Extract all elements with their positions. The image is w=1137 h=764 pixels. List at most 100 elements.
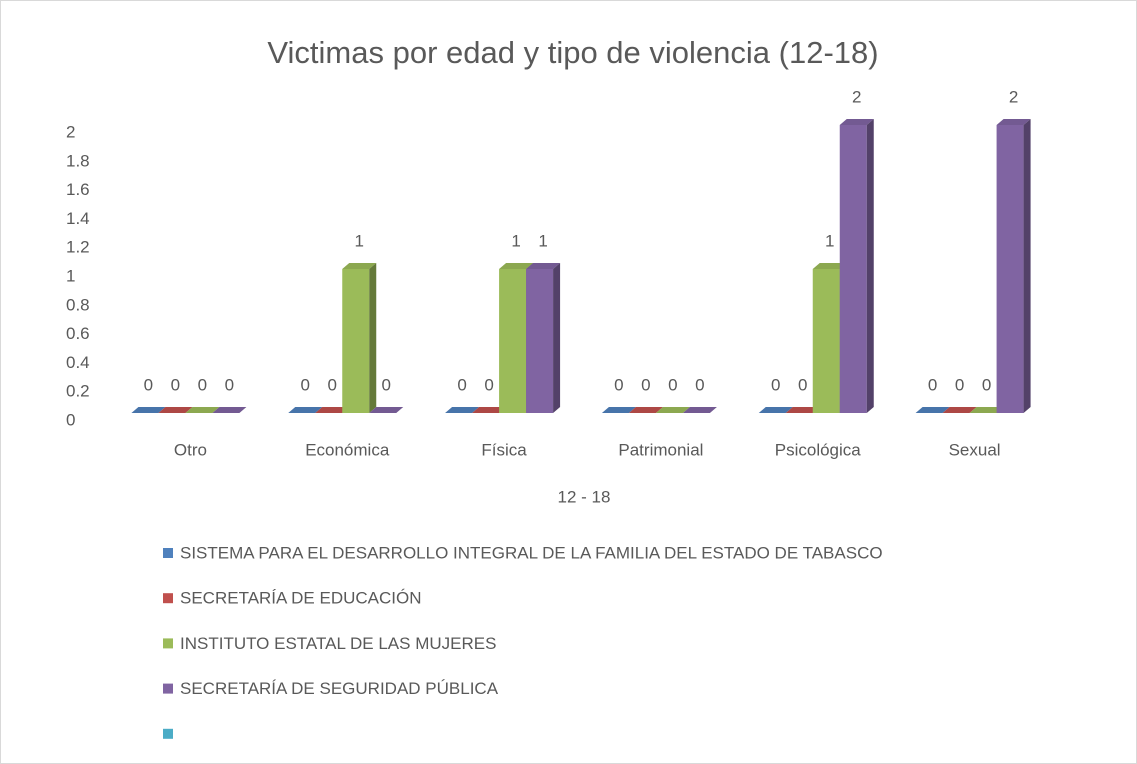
x-tick-label: Sexual [949, 440, 1001, 459]
bar [996, 119, 1031, 413]
bar [131, 407, 166, 413]
data-label: 1 [538, 231, 547, 250]
data-label: 1 [825, 231, 834, 250]
bar [342, 263, 377, 413]
x-tick-label: Patrimonial [618, 440, 703, 459]
bar-top [942, 407, 977, 413]
bar-top [185, 407, 220, 413]
bar [655, 407, 690, 413]
bar-top [499, 263, 534, 269]
bar-top [996, 119, 1031, 125]
bar-top [915, 407, 950, 413]
data-label: 0 [144, 375, 153, 394]
bar [369, 407, 404, 413]
data-label: 0 [171, 375, 180, 394]
bar [601, 407, 636, 413]
x-tick-label: Económica [305, 440, 390, 459]
bar-top [315, 407, 350, 413]
y-tick-label: 1.6 [66, 180, 90, 199]
bar-top [472, 407, 507, 413]
bar [288, 407, 323, 413]
bar [785, 407, 820, 413]
bar-top [131, 407, 166, 413]
data-label: 0 [641, 375, 650, 394]
data-label: 0 [225, 375, 234, 394]
x-tick-label: Psicológica [775, 440, 862, 459]
legend-swatch [163, 593, 173, 604]
bar [212, 407, 247, 413]
bar [942, 407, 977, 413]
bar-front [996, 125, 1024, 413]
data-label: 0 [614, 375, 623, 394]
data-label: 1 [355, 231, 364, 250]
data-label: 0 [484, 375, 493, 394]
x-tick-label: Otro [174, 440, 207, 459]
x-tick-label: Física [481, 440, 527, 459]
bar [628, 407, 663, 413]
bar-side [1023, 119, 1031, 413]
bar-top [212, 407, 247, 413]
data-label: 0 [982, 375, 991, 394]
x-axis-label: 12 - 18 [558, 487, 611, 506]
bar-top [758, 407, 793, 413]
data-label: 0 [457, 375, 466, 394]
data-label: 0 [798, 375, 807, 394]
bar-front [812, 269, 840, 413]
y-tick-label: 0.8 [66, 295, 90, 314]
y-tick-label: 1.2 [66, 238, 90, 257]
legend-label: SECRETARÍA DE SEGURIDAD PÚBLICA [180, 679, 499, 698]
data-label: 0 [771, 375, 780, 394]
y-tick-label: 0.2 [66, 382, 90, 401]
bar-top [601, 407, 636, 413]
y-tick-label: 1 [66, 266, 75, 285]
legend-swatch [163, 683, 173, 694]
data-label: 0 [301, 375, 310, 394]
legend-swatch [163, 728, 173, 739]
data-label: 0 [668, 375, 677, 394]
y-tick-label: 0.6 [66, 324, 90, 343]
data-label: 2 [1009, 87, 1018, 106]
chart-title: Victimas por edad y tipo de violencia (1… [267, 35, 878, 70]
y-tick-label: 2 [66, 122, 75, 141]
bar-top [628, 407, 663, 413]
bar-top [369, 407, 404, 413]
bar-top [342, 263, 377, 269]
y-tick-label: 0.4 [66, 353, 90, 372]
legend-label: SISTEMA PARA EL DESARROLLO INTEGRAL DE L… [180, 543, 883, 562]
bar-front [526, 269, 554, 413]
bar-top [526, 263, 561, 269]
bar-side [866, 119, 874, 413]
bar-top [785, 407, 820, 413]
y-tick-label: 0 [66, 410, 75, 429]
bar-top [839, 119, 874, 125]
data-label: 1 [511, 231, 520, 250]
legend-label: SECRETARÍA DE EDUCACIÓN [180, 589, 422, 608]
y-tick-label: 1.4 [66, 209, 90, 228]
bar [839, 119, 874, 413]
legend-swatch [163, 548, 173, 558]
data-label: 0 [382, 375, 391, 394]
bar [758, 407, 793, 413]
bar [472, 407, 507, 413]
bar-side [369, 263, 377, 413]
bar [526, 263, 561, 413]
bar-top [288, 407, 323, 413]
bar [315, 407, 350, 413]
bar [185, 407, 220, 413]
bar-top [158, 407, 193, 413]
data-label: 0 [955, 375, 964, 394]
bar-front [499, 269, 527, 413]
bar [682, 407, 717, 413]
data-label: 0 [695, 375, 704, 394]
bar-top [812, 263, 847, 269]
legend-label: INSTITUTO ESTATAL DE LAS MUJERES [180, 634, 496, 653]
data-label: 0 [928, 375, 937, 394]
data-label: 0 [198, 375, 207, 394]
bar-top [655, 407, 690, 413]
bar [969, 407, 1004, 413]
bar [158, 407, 193, 413]
bar-top [445, 407, 480, 413]
bar-front [839, 125, 867, 413]
